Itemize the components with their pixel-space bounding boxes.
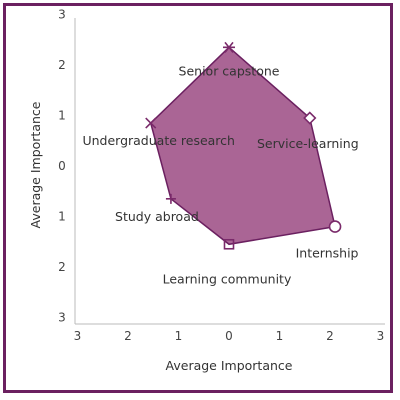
x-tick-label: 2	[326, 329, 334, 343]
marker-undergraduate-research	[145, 117, 157, 129]
label-study-abroad: Study abroad	[115, 209, 199, 224]
y-axis-label: Average Importance	[28, 101, 43, 228]
label-undergraduate-research: Undergraduate research	[82, 133, 235, 148]
x-tick-label: 0	[225, 329, 233, 343]
label-internship: Internship	[296, 246, 359, 261]
x-tick-label: 3	[377, 329, 385, 343]
y-tick-label: 1	[58, 210, 66, 224]
x-tick-label: 1	[175, 329, 183, 343]
marker-service-learning	[303, 111, 317, 125]
label-learning-community: Learning community	[163, 271, 292, 286]
y-tick-label: 2	[58, 260, 66, 274]
y-tick-label: 3	[58, 8, 66, 22]
marker-senior-capstone	[223, 41, 235, 53]
label-service-learning: Service-learning	[257, 136, 359, 151]
y-tick-label: 3	[58, 311, 66, 325]
x-axis-label: Average Importance	[166, 358, 293, 373]
y-tick-label: 0	[58, 159, 66, 173]
x-tick-label: 1	[276, 329, 284, 343]
y-tick-label: 2	[58, 58, 66, 72]
marker-study-abroad	[165, 193, 176, 204]
marker-internship	[328, 220, 342, 233]
y-tick-label: 1	[58, 109, 66, 123]
label-senior-capstone: Senior capstone	[179, 63, 280, 78]
marker-learning-community	[223, 238, 235, 250]
x-tick-label: 3	[74, 329, 82, 343]
x-tick-label: 2	[124, 329, 132, 343]
